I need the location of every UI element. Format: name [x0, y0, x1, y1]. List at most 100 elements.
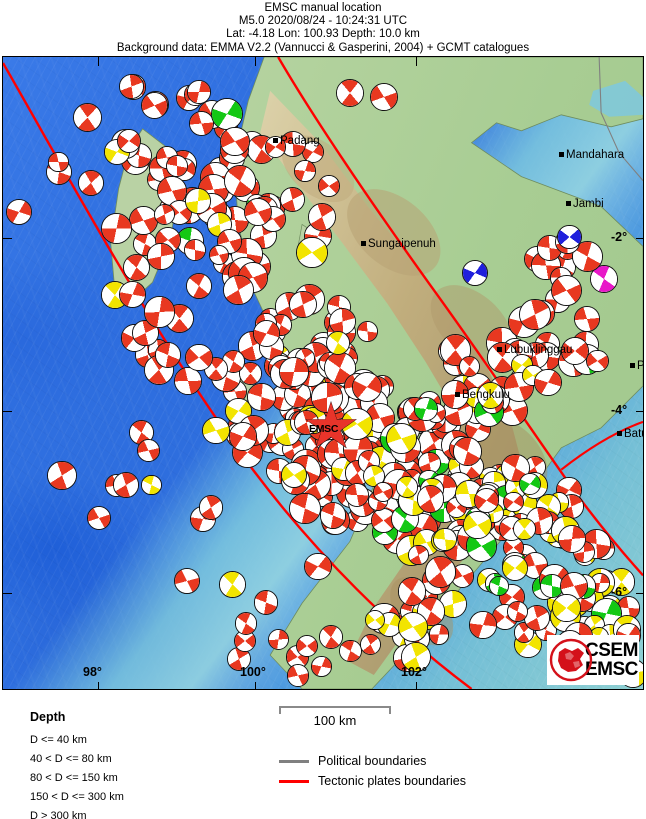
focal-mechanism-beachball[interactable] [552, 593, 581, 623]
focal-mechanism-beachball[interactable] [78, 170, 104, 196]
focal-mechanism-beachball[interactable] [234, 629, 257, 652]
focal-mechanism-beachball[interactable] [586, 349, 609, 373]
focal-mechanism-beachball[interactable] [518, 472, 542, 496]
focal-mechanism-beachball[interactable] [72, 102, 103, 133]
focal-mechanism-beachball[interactable] [513, 517, 536, 541]
focal-mechanism-beachball[interactable] [474, 488, 500, 514]
focal-mechanism-beachball[interactable] [440, 334, 472, 366]
focal-mechanism-beachball[interactable] [223, 165, 256, 198]
focal-mechanism-beachball[interactable] [453, 436, 483, 466]
focal-mechanism-beachball[interactable] [463, 510, 492, 540]
focal-mechanism-beachball[interactable] [143, 296, 175, 328]
focal-mechanism-beachball[interactable] [339, 639, 362, 662]
focal-mechanism-beachball[interactable] [372, 482, 394, 503]
focal-mechanism-beachball[interactable] [207, 211, 233, 237]
focal-mechanism-beachball[interactable] [523, 605, 550, 631]
focal-mechanism-beachball[interactable] [253, 590, 279, 615]
focal-mechanism-beachball[interactable] [289, 492, 321, 525]
focal-mechanism-beachball[interactable] [228, 422, 258, 452]
focal-mechanism-beachball[interactable] [311, 381, 343, 414]
focal-mechanism-beachball[interactable] [141, 91, 169, 120]
focal-mechanism-beachball[interactable] [557, 524, 586, 554]
focal-mechanism-beachball[interactable] [293, 160, 316, 182]
focal-mechanism-beachball[interactable] [185, 343, 213, 372]
focal-mechanism-beachball[interactable] [507, 600, 529, 622]
focal-mechanism-beachball[interactable] [173, 366, 202, 395]
focal-mechanism-beachball[interactable] [202, 416, 230, 445]
focal-mechanism-beachball[interactable] [165, 155, 189, 178]
focal-mechanism-beachball[interactable] [296, 635, 319, 658]
focal-mechanism-beachball[interactable] [397, 611, 428, 642]
focal-mechanism-beachball[interactable] [235, 612, 258, 635]
focal-mechanism-beachball[interactable] [489, 575, 510, 596]
focal-mechanism-beachball[interactable] [6, 199, 32, 225]
focal-mechanism-beachball[interactable] [319, 625, 343, 649]
focal-mechanism-beachball[interactable] [117, 128, 142, 153]
focal-mechanism-beachball[interactable] [416, 485, 445, 513]
focal-mechanism-beachball[interactable] [112, 472, 139, 498]
focal-mechanism-beachball[interactable] [141, 474, 162, 496]
focal-mechanism-beachball[interactable] [417, 451, 441, 475]
focal-mechanism-beachball[interactable] [557, 224, 582, 249]
focal-mechanism-beachball[interactable] [187, 80, 211, 105]
focal-mechanism-beachball[interactable] [397, 577, 427, 606]
focal-mechanism-beachball[interactable] [550, 274, 583, 307]
focal-mechanism-beachball[interactable] [462, 260, 488, 286]
focal-mechanism-beachball[interactable] [188, 111, 215, 137]
focal-mechanism-beachball[interactable] [86, 506, 111, 531]
focal-mechanism-beachball[interactable] [280, 461, 308, 489]
focal-mechanism-beachball[interactable] [296, 236, 328, 269]
focal-mechanism-beachball[interactable] [147, 242, 175, 271]
focal-mechanism-beachball[interactable] [357, 321, 378, 342]
focal-mechanism-beachball[interactable] [293, 409, 320, 435]
focal-mechanism-beachball[interactable] [360, 634, 382, 656]
focal-mechanism-beachball[interactable] [428, 624, 450, 645]
focal-mechanism-beachball[interactable] [319, 502, 347, 530]
focal-mechanism-beachball[interactable] [119, 73, 145, 99]
focal-mechanism-beachball[interactable] [502, 555, 528, 582]
focal-mechanism-beachball[interactable] [208, 244, 230, 265]
focal-mechanism-beachball[interactable] [574, 306, 600, 332]
focal-mechanism-beachball[interactable] [414, 397, 438, 421]
focal-mechanism-beachball[interactable] [459, 355, 481, 377]
focal-mechanism-beachball[interactable] [220, 126, 250, 157]
focal-mechanism-beachball[interactable] [307, 202, 337, 232]
focal-mechanism-beachball[interactable] [210, 97, 243, 130]
focal-mechanism-beachball[interactable] [122, 253, 151, 281]
focal-mechanism-beachball[interactable] [174, 568, 200, 594]
focal-mechanism-beachball[interactable] [424, 556, 456, 588]
focal-mechanism-beachball[interactable] [119, 280, 147, 308]
focal-mechanism-beachball[interactable] [558, 493, 584, 519]
emsc-logo[interactable]: CSEM EMSC [547, 635, 639, 685]
focal-mechanism-beachball[interactable] [401, 641, 432, 673]
focal-mechanism-beachball[interactable] [153, 203, 175, 225]
focal-mechanism-beachball[interactable] [364, 609, 385, 631]
focal-mechanism-beachball[interactable] [184, 239, 207, 262]
focal-mechanism-beachball[interactable] [433, 527, 457, 552]
focal-mechanism-beachball[interactable] [289, 290, 317, 318]
focal-mechanism-beachball[interactable] [351, 372, 382, 403]
focal-mechanism-beachball[interactable] [477, 382, 504, 410]
focal-mechanism-beachball[interactable] [311, 656, 332, 677]
map-viewport[interactable]: EMSC Padang Sungaipenuh Mandahara Jambi Lubu… [2, 56, 644, 690]
focal-mechanism-beachball[interactable] [101, 213, 133, 245]
focal-mechanism-beachball[interactable] [396, 476, 418, 498]
focal-mechanism-beachball[interactable] [239, 361, 262, 385]
focal-mechanism-beachball[interactable] [252, 320, 280, 348]
focal-mechanism-beachball[interactable] [154, 342, 181, 368]
focal-mechanism-beachball[interactable] [286, 664, 310, 687]
focal-mechanism-beachball[interactable] [223, 274, 254, 306]
focal-mechanism-beachball[interactable] [280, 187, 306, 213]
focal-mechanism-beachball[interactable] [503, 491, 524, 513]
focal-mechanism-beachball[interactable] [370, 83, 398, 111]
focal-mechanism-beachball[interactable] [243, 197, 273, 227]
focal-mechanism-beachball[interactable] [219, 570, 247, 598]
focal-mechanism-beachball[interactable] [48, 152, 69, 173]
focal-mechanism-beachball[interactable] [534, 368, 562, 397]
focal-mechanism-beachball[interactable] [407, 544, 429, 566]
focal-mechanism-beachball[interactable] [278, 357, 309, 388]
focal-mechanism-beachball[interactable] [336, 79, 364, 107]
focal-mechanism-beachball[interactable] [267, 628, 290, 651]
focal-mechanism-beachball[interactable] [136, 438, 161, 462]
focal-mechanism-beachball[interactable] [185, 273, 212, 300]
